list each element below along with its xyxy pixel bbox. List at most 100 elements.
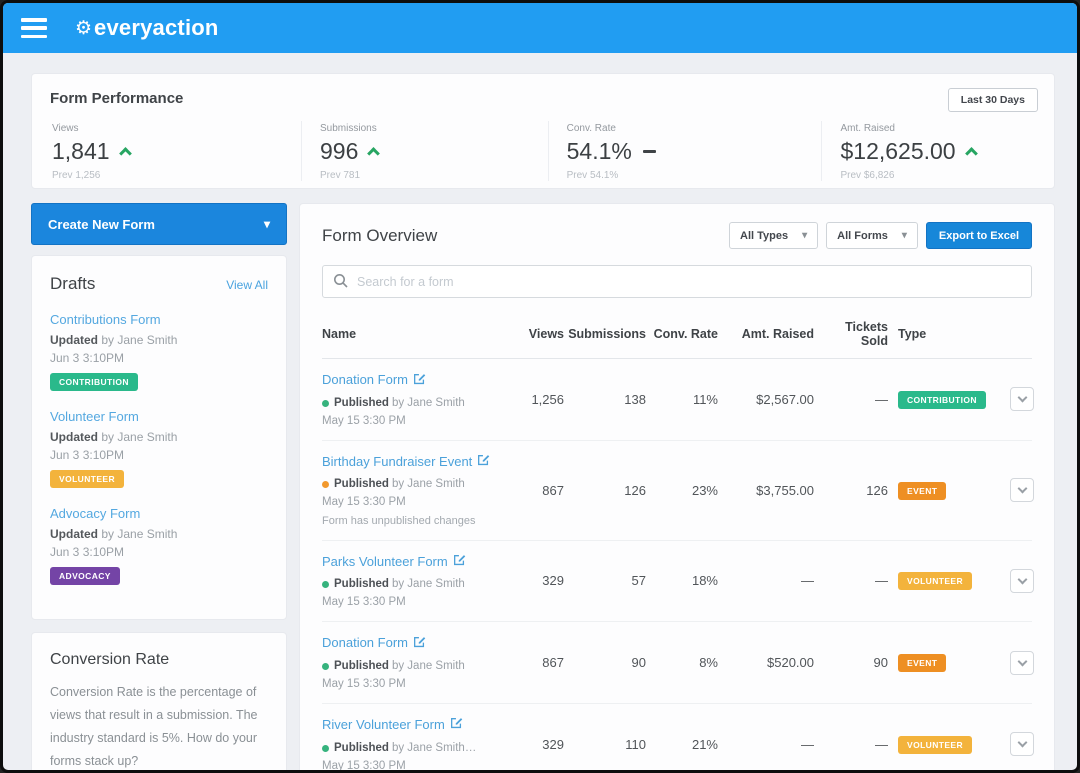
conv-rate-value: 23%	[691, 482, 718, 498]
views-value: 867	[542, 482, 564, 498]
publish-status: Published by Jane Smith	[322, 577, 514, 592]
row-actions-dropdown-button[interactable]	[1010, 732, 1034, 757]
conv-rate-value: 18%	[691, 573, 718, 589]
publish-status: Published by Jane Smith	[322, 659, 514, 674]
conv-rate-value: 11%	[692, 391, 718, 407]
metric-previous: Prev 1,256	[52, 170, 101, 181]
metric-previous: Prev $6,826	[840, 170, 895, 181]
edit-form-icon[interactable]	[450, 716, 463, 734]
column-header-submissions: Submissions	[568, 327, 646, 341]
drafts-card: Drafts View All Contributions Form Updat…	[31, 255, 287, 620]
draft-type-badge: CONTRIBUTION	[50, 373, 138, 391]
conv-rate-value: 8%	[699, 655, 718, 671]
publish-status: Published by Jane Smith	[322, 477, 514, 492]
logo-text: everyaction	[94, 15, 219, 40]
views-value: 329	[542, 573, 564, 589]
column-header-amt-raised: Amt. Raised	[741, 327, 814, 341]
metric-previous: Prev 54.1%	[566, 170, 619, 181]
form-type-cell: VOLUNTEER	[892, 571, 998, 591]
date-range-button[interactable]: Last 30 Days	[947, 88, 1038, 112]
column-header-type: Type	[898, 327, 927, 341]
top-nav-bar: ⚙ everyaction	[3, 3, 1077, 53]
views-value: 867	[542, 655, 564, 671]
publish-date: May 15 3:30 PM	[322, 759, 406, 772]
draft-title-link[interactable]: Contributions Form	[50, 312, 161, 327]
status-dot-icon	[322, 581, 329, 589]
publish-status: Published by Jane Smith	[322, 396, 514, 411]
metric: Amt. Raised $12,625.00 Prev $6,826	[821, 121, 1036, 181]
status-dot-icon	[322, 399, 329, 407]
draft-title-link[interactable]: Advocacy Form	[50, 506, 141, 521]
edit-form-icon[interactable]	[453, 553, 466, 571]
amt-raised-value: —	[801, 573, 814, 589]
form-name-link[interactable]: Birthday Fundraiser Event	[322, 453, 490, 471]
form-type-badge: VOLUNTEER	[898, 735, 973, 754]
form-type-cell: VOLUNTEER	[892, 735, 998, 754]
chevron-down-icon	[1017, 574, 1027, 585]
form-name-cell: River Volunteer Form Published by Jane S…	[322, 715, 514, 772]
table-header-row: Name Views Submissions Conv. Rate Amt. R…	[322, 312, 1032, 359]
chevron-down-icon	[1017, 656, 1027, 667]
tickets-sold-value: —	[875, 391, 888, 407]
row-actions	[998, 387, 1034, 412]
draft-item: Volunteer Form Updated by Jane Smith Jun…	[50, 409, 268, 488]
create-new-form-button[interactable]: Create New Form ▾	[31, 203, 287, 245]
form-name-cell: Donation Form Published by Jane Smith Ma…	[322, 370, 514, 429]
column-header-tickets-sold: Tickets Sold	[845, 320, 888, 348]
form-performance-card: Form Performance Last 30 Days Views 1,84…	[31, 73, 1055, 189]
metric-value: 1,841	[52, 138, 301, 165]
all-forms-dropdown[interactable]: All Forms ▾	[826, 222, 918, 249]
form-type-badge: EVENT	[898, 654, 947, 673]
submissions-value: 138	[624, 391, 646, 407]
export-to-excel-button[interactable]: Export to Excel	[925, 222, 1032, 249]
draft-title-link[interactable]: Volunteer Form	[50, 409, 139, 424]
amt-raised-value: —	[801, 736, 814, 752]
row-actions-dropdown-button[interactable]	[1010, 568, 1034, 593]
metric-value: 996	[320, 138, 548, 165]
form-overview-card: Form Overview All Types ▾ All Forms ▾ Expo…	[299, 203, 1055, 772]
edit-form-icon[interactable]	[413, 372, 426, 390]
search-input[interactable]	[322, 265, 1032, 298]
draft-item: Contributions Form Updated by Jane Smith…	[50, 312, 268, 391]
row-actions-dropdown-button[interactable]	[1010, 387, 1034, 412]
form-name-link[interactable]: River Volunteer Form	[322, 716, 463, 734]
conversion-rate-description: Conversion Rate is the percentage of vie…	[50, 685, 258, 769]
submissions-value: 57	[631, 573, 646, 589]
draft-type-badge: ADVOCACY	[50, 567, 120, 585]
trend-icon	[642, 149, 656, 154]
status-dot-icon	[322, 744, 329, 752]
column-header-conv-rate: Conv. Rate	[653, 327, 718, 341]
draft-type-badge: VOLUNTEER	[50, 470, 125, 488]
all-types-dropdown[interactable]: All Types ▾	[729, 222, 819, 249]
form-name-link[interactable]: Donation Form	[322, 372, 426, 390]
conversion-rate-title: Conversion Rate	[50, 651, 170, 668]
chevron-down-icon	[1017, 737, 1027, 748]
everyaction-logo[interactable]: ⚙ everyaction	[75, 15, 219, 41]
chevron-down-icon: ▾	[802, 230, 808, 241]
view-all-link[interactable]: View All	[226, 278, 268, 292]
table-row: Birthday Fundraiser Event Published by J…	[322, 441, 1034, 541]
submissions-value: 110	[625, 736, 646, 752]
overview-controls: All Types ▾ All Forms ▾ Export to Excel	[729, 222, 1032, 249]
edit-form-icon[interactable]	[477, 453, 490, 471]
row-actions-dropdown-button[interactable]	[1010, 478, 1034, 503]
conversion-rate-card: Conversion Rate Conversion Rate is the p…	[31, 632, 287, 770]
metric-value: 54.1%	[567, 138, 822, 165]
submissions-value: 90	[631, 655, 646, 671]
metric-previous: Prev 781	[320, 170, 361, 181]
row-actions-dropdown-button[interactable]	[1010, 650, 1034, 675]
row-actions	[998, 650, 1034, 675]
form-name-link[interactable]: Donation Form	[322, 635, 426, 653]
draft-date: Jun 3 3:10PM	[50, 351, 125, 365]
metrics-row: Views 1,841 Prev 1,256 Submissions 996 P…	[50, 121, 1036, 181]
status-dot-icon	[322, 663, 329, 671]
table-row: Parks Volunteer Form Published by Jane S…	[322, 541, 1034, 623]
draft-date: Jun 3 3:10PM	[50, 545, 125, 559]
edit-form-icon[interactable]	[413, 635, 426, 653]
form-name-link[interactable]: Parks Volunteer Form	[322, 553, 466, 571]
unpublished-changes-note: Form has unpublished changes	[322, 515, 476, 528]
amt-raised-value: $3,755.00	[756, 482, 814, 498]
views-value: 329	[542, 736, 564, 752]
hamburger-menu-icon[interactable]	[21, 18, 47, 38]
